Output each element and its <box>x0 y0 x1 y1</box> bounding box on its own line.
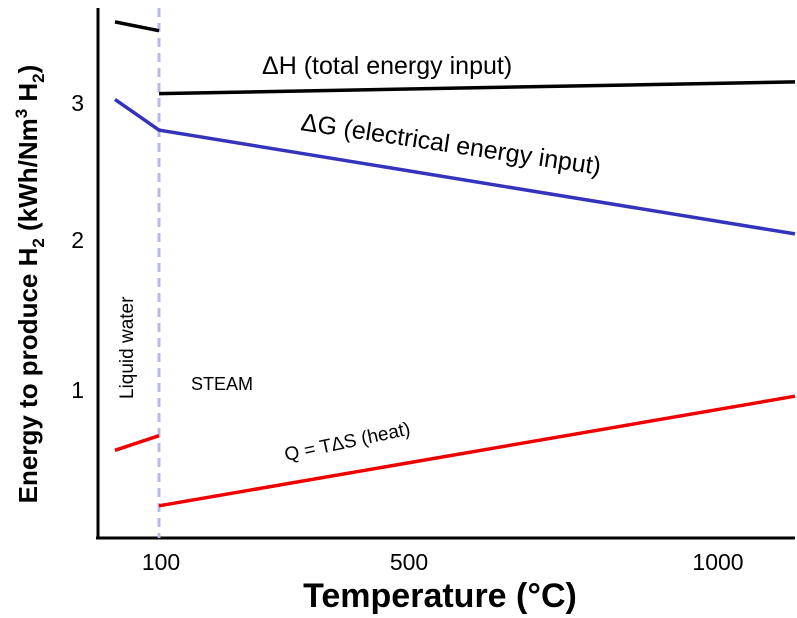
y-tick-label: 3 <box>71 90 84 116</box>
liquid-water-label: Liquid water <box>117 296 138 399</box>
steam-label: STEAM <box>191 374 253 394</box>
heat-label: Q = TΔS (heat) <box>283 419 413 466</box>
y-axis-title: Energy to produce H2 (kWh/Nm3 H2) <box>12 65 48 504</box>
y-tick-label: 1 <box>71 377 84 403</box>
delta-g-label: ΔG (electrical energy input) <box>299 108 603 180</box>
heat-line <box>158 394 796 508</box>
series-layer <box>113 20 796 508</box>
delta-h-label: ΔH (total energy input) <box>262 52 512 80</box>
delta-g-line <box>113 97 796 236</box>
y-tick-label: 2 <box>71 227 84 253</box>
delta-h-line <box>114 20 160 33</box>
heat-line <box>114 434 160 452</box>
delta-h-line <box>158 80 796 96</box>
x-tick-label: 500 <box>390 549 428 575</box>
x-tick-label: 1000 <box>692 549 743 575</box>
x-axis-title: Temperature (°C) <box>303 577 577 615</box>
x-tick-label: 100 <box>142 549 180 575</box>
